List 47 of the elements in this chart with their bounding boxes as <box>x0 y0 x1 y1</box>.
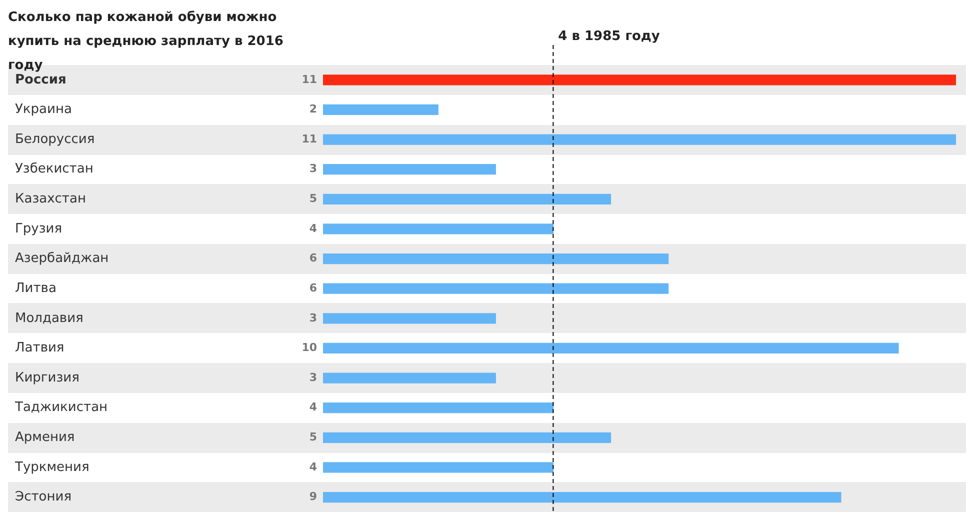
y-tick-label: Армения <box>15 430 75 446</box>
y-tick-label: Казахстан <box>15 192 86 207</box>
data-label: 6 <box>309 281 318 294</box>
data-label: 11 <box>302 72 317 86</box>
y-tick-label: Грузия <box>15 221 62 236</box>
bar <box>323 194 612 204</box>
text: Сколько пар кожаной обуви можно купить на среднюю зарплату в 2016 году <box>8 10 284 73</box>
bar <box>323 283 669 294</box>
data-label: 5 <box>309 192 317 206</box>
bar <box>323 342 899 354</box>
y-tick-label: Россия <box>15 72 66 88</box>
data-label: 4 <box>309 460 318 474</box>
y-tick-label: Таджикистан <box>14 400 108 416</box>
bar <box>323 313 496 324</box>
data-label: 4 <box>309 400 318 414</box>
y-tick-label: Узбекистан <box>15 162 94 177</box>
bar <box>323 402 554 414</box>
bar <box>323 104 438 116</box>
bar <box>323 432 612 443</box>
y-tick-label: Эстония <box>15 490 72 505</box>
data-label: 3 <box>309 311 317 324</box>
data-label: 10 <box>302 341 318 354</box>
data-label: 6 <box>309 252 318 265</box>
y-tick-label: Молдавия <box>15 310 84 326</box>
data-label: 5 <box>309 430 317 444</box>
bar <box>323 224 554 234</box>
bar <box>323 164 496 175</box>
bar <box>323 372 496 384</box>
data-label: 3 <box>309 370 317 384</box>
data-label: 3 <box>309 162 317 176</box>
bar <box>323 492 842 503</box>
y-tick-label: Киргизия <box>15 370 80 386</box>
data-label: 2 <box>309 102 317 116</box>
bar <box>323 462 554 473</box>
data-label: 9 <box>309 490 317 504</box>
y-tick-label: Азербайджан <box>15 251 109 266</box>
data-label: 4 <box>309 222 318 235</box>
y-tick-label: Украина <box>15 102 72 118</box>
y-tick-label: Литва <box>15 280 56 296</box>
bar <box>323 253 669 264</box>
y-tick-label: Латвия <box>15 340 64 356</box>
bar <box>323 134 956 145</box>
ref-line-label: 4 в 1985 году <box>558 28 660 44</box>
y-tick-label: Белоруссия <box>15 132 95 147</box>
data-label: 11 <box>302 132 317 146</box>
bar <box>323 74 956 86</box>
y-tick-label: Туркмения <box>14 460 90 475</box>
